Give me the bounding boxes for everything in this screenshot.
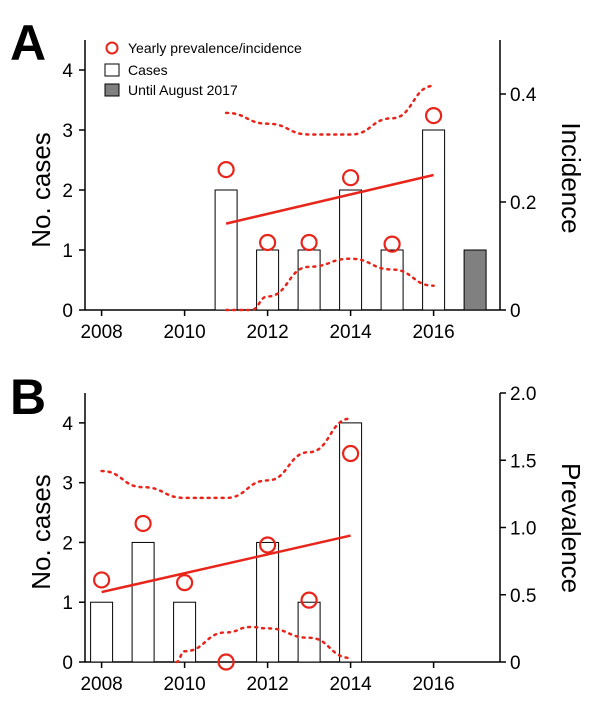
ci-upper-curve xyxy=(224,84,435,136)
legend-label: Yearly prevalence/incidence xyxy=(128,40,302,56)
rate-point xyxy=(217,653,235,671)
case-bar xyxy=(422,129,446,311)
x-tick-label: 2012 xyxy=(246,322,288,343)
case-bar xyxy=(256,249,280,311)
y2-tick-label: 0.2 xyxy=(510,193,536,214)
panel-a-ylabel: No. cases xyxy=(26,132,56,248)
rate-point xyxy=(300,233,318,252)
legend-gray-square-icon xyxy=(104,83,120,97)
rate-point xyxy=(92,571,111,589)
rate-point xyxy=(176,574,194,592)
trend-line xyxy=(101,534,351,594)
y2-tick-label: 0 xyxy=(510,301,521,322)
case-bar xyxy=(297,249,321,311)
partial-year-bar xyxy=(463,249,487,311)
ci-lower-curve xyxy=(175,625,352,664)
y-tick-label: 0 xyxy=(62,653,73,674)
rate-point xyxy=(342,169,360,187)
y-tick-label: 2 xyxy=(62,533,73,554)
rate-point xyxy=(425,106,443,125)
trend-line xyxy=(225,173,434,225)
legend-label: Cases xyxy=(128,62,168,78)
y2-tick-label: 0.5 xyxy=(510,586,536,607)
x-tick-label: 2014 xyxy=(329,322,372,343)
x-tick-label: 2010 xyxy=(163,322,205,343)
y-tick-label: 2 xyxy=(62,181,73,202)
rate-point xyxy=(300,591,318,609)
panel-a-plot: 0 1 2 3 4 0 0.2 0.4 2008 2010 2012 2014 2016 Yearly p… xyxy=(62,40,537,343)
panel-b-plot: 0 1 2 3 4 0 0.5 1.0 1.5 2.0 2008 2010 2012 2014 2016 xyxy=(62,384,536,695)
case-bar xyxy=(90,601,114,663)
y-tick-label: 0 xyxy=(62,301,73,322)
panel-a-letter: A xyxy=(10,15,46,71)
case-bar xyxy=(297,601,321,663)
legend-open-square-icon xyxy=(104,63,120,77)
case-bar xyxy=(339,422,363,663)
x-tick-label: 2012 xyxy=(246,674,288,695)
case-bar xyxy=(256,541,280,663)
y-tick-label: 3 xyxy=(62,121,73,142)
ci-lower-curve xyxy=(224,257,435,312)
rate-point xyxy=(259,233,277,252)
panel-a-y2label: Incidence xyxy=(556,122,586,233)
legend-label: Until August 2017 xyxy=(128,82,238,98)
x-tick-label: 2008 xyxy=(80,322,122,343)
x-tick-label: 2010 xyxy=(163,674,205,695)
y-tick-label: 1 xyxy=(62,241,73,262)
y2-tick-label: 0.4 xyxy=(510,85,537,106)
rate-point xyxy=(383,235,401,253)
panel-b-ylabel: No. cases xyxy=(26,474,56,590)
case-bar xyxy=(339,189,363,311)
panel-b-y2label: Prevalence xyxy=(556,463,586,593)
rate-point xyxy=(134,514,152,533)
case-bar xyxy=(214,189,238,311)
x-tick-label: 2014 xyxy=(329,674,372,695)
case-bar xyxy=(173,601,197,663)
y-tick-label: 3 xyxy=(62,474,73,495)
x-tick-label: 2016 xyxy=(412,674,454,695)
y-tick-label: 4 xyxy=(62,414,73,435)
y-tick-label: 1 xyxy=(62,593,73,614)
legend-circle-icon xyxy=(105,41,119,55)
x-tick-label: 2008 xyxy=(80,674,122,695)
y2-tick-label: 1.5 xyxy=(510,451,536,472)
y2-tick-label: 1.0 xyxy=(510,519,536,540)
rate-point xyxy=(342,444,360,463)
y2-tick-label: 2.0 xyxy=(510,384,536,405)
ci-upper-curve xyxy=(100,417,352,500)
rate-point xyxy=(259,536,277,554)
panel-b-letter: B xyxy=(10,369,46,425)
y-tick-label: 4 xyxy=(62,61,73,82)
case-bar xyxy=(380,249,404,311)
case-bar xyxy=(131,541,155,663)
rate-point xyxy=(217,161,235,179)
y2-tick-label: 0 xyxy=(510,653,521,674)
x-tick-label: 2016 xyxy=(412,322,454,343)
